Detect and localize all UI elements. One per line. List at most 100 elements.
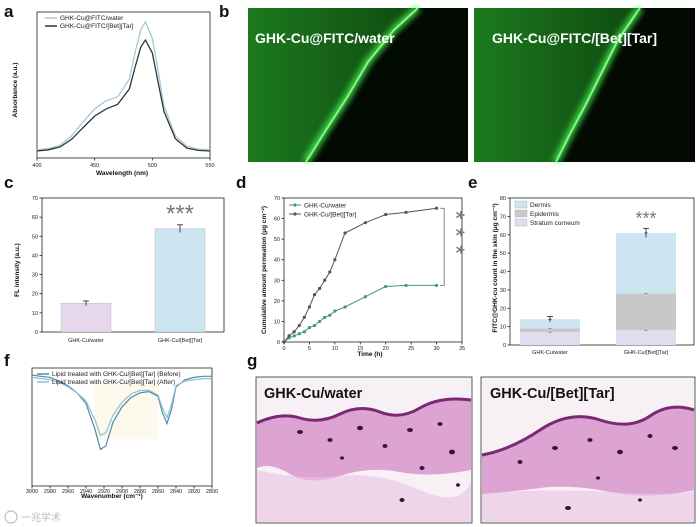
panel-c-ytick-label: 60 (32, 215, 38, 221)
panel-c-ytick-label: 40 (32, 253, 38, 259)
panel-f-xtick-label: 2940 (80, 489, 92, 495)
panel-a-series-line-1 (36, 38, 211, 152)
panel-e-ytick-label: 60 (500, 233, 506, 239)
panel-a-xtick-label: 550 (205, 163, 214, 169)
panel-d-ytick-label: 30 (274, 278, 280, 284)
panel-f-xtick-label: 2980 (44, 489, 56, 495)
panel-e-legend-label-1: Epidermis (530, 211, 560, 218)
panel-f-xtick-label: 2860 (152, 489, 164, 495)
panel-f-series-line-0 (31, 374, 212, 451)
panel-d-point-0 (318, 319, 322, 324)
panel-label-e: e (468, 173, 477, 192)
panel-f-legend-label-1: Lipid treated with GHK-Cu/[Bet][Tar] (Af… (52, 379, 175, 386)
panel-e-category-label-1: GHK-Cu/[Bet][Tar] (624, 350, 669, 356)
panel-d-point-0 (292, 334, 296, 338)
panel-d-point-1 (312, 293, 317, 297)
panel-d-point-1 (404, 210, 408, 214)
panel-c-ytick-label: 50 (32, 234, 38, 240)
panel-d-point-1 (328, 270, 332, 274)
panel-d-xlabel: Time (h) (357, 351, 382, 358)
panel-d-point-0 (404, 283, 408, 288)
panel-e-bar-segment-1 (616, 293, 676, 331)
panel-f-xtick-label: 2820 (188, 489, 200, 495)
panel-d-point-1 (282, 340, 286, 344)
panel-d-significance: *** (442, 210, 469, 262)
panel-f-series-line-1 (31, 376, 212, 437)
panel-e-ytick-label: 80 (500, 196, 506, 202)
panel-d-xtick-label: 10 (332, 346, 338, 352)
panel-b-micrographs: GHK-Cu@FITC/water GHK-Cu@FITC/[Bet][Tar] (248, 5, 695, 165)
panel-c-ylabel: FL intensity (a.u.) (14, 243, 21, 297)
panel-label-b: b (219, 2, 229, 21)
panel-e-ytick-label: 30 (500, 288, 506, 294)
panel-f-xtick-label: 2840 (170, 489, 182, 495)
panel-c-bar-1 (154, 228, 206, 333)
panel-d-ytick-label: 0 (277, 340, 280, 346)
panel-e-ytick-label: 20 (500, 306, 506, 312)
panel-d-xtick-label: 20 (383, 346, 389, 352)
panel-e-legend-swatch-1 (514, 209, 528, 218)
panel-e-bar-segment-0 (616, 330, 676, 345)
panel-d-point-1 (323, 278, 327, 282)
micrograph-bettar-label: GHK-Cu@FITC/[Bet][Tar] (492, 30, 657, 46)
histology-water: GHK-Cu/water (255, 376, 473, 524)
panel-d-xtick-label: 35 (459, 346, 465, 352)
panel-c-bar-0 (60, 303, 112, 333)
panel-label-g: g (247, 351, 257, 370)
panel-d-point-0 (328, 313, 332, 317)
panel-c-ytick-label: 0 (35, 330, 38, 336)
panel-d-point-0 (323, 315, 327, 319)
panel-e-ytick-label: 70 (500, 214, 506, 220)
panel-d-point-1 (318, 286, 322, 291)
panel-a-legend-label-0: GHK-Cu@FITC/water (60, 15, 124, 22)
panel-a-xtick-label: 500 (148, 163, 157, 169)
panel-e-bar-segment-2 (616, 232, 676, 294)
panel-label-a: a (4, 2, 14, 21)
panel-d-ytick-label: 50 (274, 237, 280, 243)
panel-d-point-1 (297, 323, 301, 328)
panel-a-frame (36, 11, 211, 159)
panel-d-point-0 (312, 323, 317, 328)
panel-d-point-0 (363, 295, 367, 299)
panel-label-f: f (4, 351, 10, 370)
panel-d-xtick-label: 5 (308, 346, 311, 352)
histology-water-epidermis (257, 399, 471, 481)
panel-e-legend-label-2: Dermis (530, 202, 551, 209)
panel-a-absorbance-chart: Absorbance (a.u.) Wavelength (nm) 400 450… (12, 11, 215, 177)
histology-water-label: GHK-Cu/water (264, 386, 363, 402)
panel-d-ylabel: Cumulative amount permeation (μg cm⁻²) (261, 206, 268, 334)
panel-e-ylabel: FITC@GHK-cu count in the skin (μg cm⁻²) (492, 203, 499, 332)
panel-d-point-1 (302, 315, 306, 319)
panel-c-category-label-0: GHK-Cu/water (68, 338, 104, 344)
histology-bettar-label: GHK-Cu/[Bet][Tar] (490, 386, 615, 402)
histology-bettar-epidermis (482, 407, 694, 496)
panel-d-series-line-0 (283, 284, 437, 343)
panel-d-xtick-label: 0 (282, 346, 285, 352)
panel-label-c: c (4, 173, 13, 192)
panel-d-legend-marker-1 (293, 212, 297, 216)
panel-a-legend-label-1: GHK-Cu@FITC/[Bet][Tar] (60, 23, 134, 30)
panel-label-d: d (236, 173, 246, 192)
panel-f-xtick-label: 2920 (98, 489, 110, 495)
panel-d-point-0 (297, 332, 301, 336)
panel-d-permeation-chart: Cumulative amount permeation (μg cm⁻²) T… (261, 196, 469, 358)
panel-a-ylabel: Absorbance (a.u.) (12, 63, 19, 118)
panel-d-point-1 (333, 258, 337, 262)
panel-d-ytick-label: 40 (274, 258, 280, 264)
panel-d-point-1 (307, 305, 312, 309)
panel-d-point-1 (343, 231, 347, 235)
panel-d-point-0 (343, 305, 347, 309)
panel-e-category-label-0: GHK-Cu/water (532, 350, 568, 356)
panel-d-point-0 (434, 283, 439, 288)
watermark-text: 一兆学术 (21, 511, 61, 524)
panel-e-legend-swatch-0 (514, 218, 528, 227)
watermark: 一兆学术 (4, 510, 61, 524)
panel-d-point-1 (434, 206, 439, 210)
panel-f-xtick-label: 2880 (134, 489, 146, 495)
panel-d-point-1 (363, 221, 367, 225)
panel-f-xlabel: Wavenumber (cm⁻¹) (81, 493, 143, 500)
panel-e-significance: *** (635, 208, 656, 228)
panel-d-point-1 (287, 334, 291, 338)
panel-c-significance: *** (166, 201, 194, 228)
